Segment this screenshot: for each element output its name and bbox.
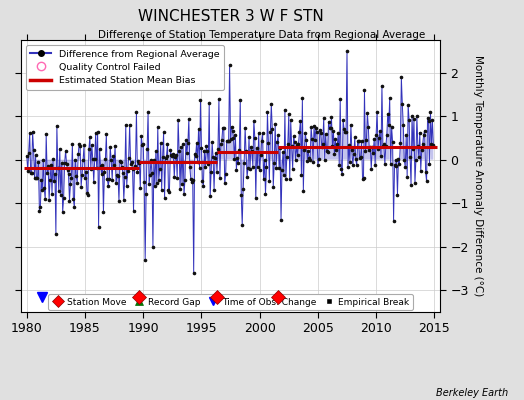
Y-axis label: Monthly Temperature Anomaly Difference (°C): Monthly Temperature Anomaly Difference (… bbox=[473, 55, 483, 297]
Text: Difference of Station Temperature Data from Regional Average: Difference of Station Temperature Data f… bbox=[99, 30, 425, 40]
Text: Berkeley Earth: Berkeley Earth bbox=[436, 388, 508, 398]
Title: WINCHESTER 3 W F STN: WINCHESTER 3 W F STN bbox=[138, 8, 323, 24]
Legend: Station Move, Record Gap, Time of Obs. Change, Empirical Break: Station Move, Record Gap, Time of Obs. C… bbox=[49, 294, 412, 310]
